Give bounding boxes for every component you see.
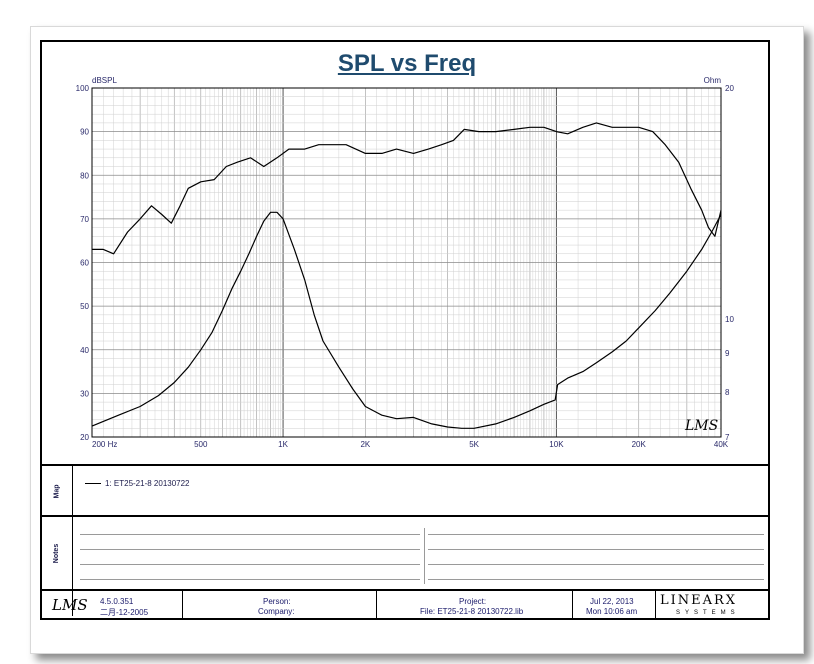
y-tick-label: 100: [76, 84, 90, 93]
y-tick-label: 30: [80, 389, 89, 398]
project-label: Project:: [459, 597, 487, 606]
x-tick-label: 5K: [469, 440, 479, 449]
right-tick-label: 7: [725, 433, 730, 442]
company-label: Company:: [258, 607, 295, 616]
linearx-logo: LINEARX: [660, 593, 738, 608]
side-label-divider: [72, 466, 73, 616]
x-tick-label: 20K: [632, 440, 647, 449]
linearx-sub-logo: SYSTEMS: [676, 610, 740, 616]
footer-divider: [655, 591, 656, 619]
series-line-spl: [92, 122, 722, 255]
notes-line: [80, 579, 420, 580]
x-tick-label: 10K: [549, 440, 564, 449]
right-axis-unit: Ohm: [704, 76, 722, 85]
y-tick-label: 90: [80, 128, 89, 137]
right-tick-label: 8: [725, 388, 730, 397]
right-tick-label: 10: [725, 315, 734, 324]
series-line-impedance: [91, 211, 722, 429]
notes-line: [428, 564, 764, 565]
notes-line: [80, 549, 420, 550]
y-tick-label: 50: [80, 302, 89, 311]
legend-text: 1: ET25-21-8 20130722: [105, 479, 190, 488]
date-text: Jul 22, 2013: [590, 597, 634, 606]
x-tick-label: 40K: [714, 440, 729, 449]
y-tick-label: 20: [80, 433, 89, 442]
series-layer: [91, 122, 722, 429]
lms-watermark: LMS: [684, 418, 718, 434]
y-tick-label: 40: [80, 346, 89, 355]
notes-line: [80, 564, 420, 565]
grid-layer: [91, 87, 722, 438]
x-tick-label: 500: [194, 440, 208, 449]
time-text: Mon 10:06 am: [586, 607, 638, 616]
notes-line: [428, 549, 764, 550]
footer-divider: [572, 591, 573, 619]
notes-line: [428, 534, 764, 535]
left-axis-unit: dBSPL: [92, 76, 117, 85]
notes-top-divider: [42, 515, 769, 517]
footer-divider: [182, 591, 183, 619]
chart-title: SPL vs Freq: [337, 50, 477, 77]
person-label: Person:: [263, 597, 291, 606]
map-top-divider: [42, 464, 769, 466]
version-text: 4.5.0.351: [100, 597, 134, 606]
x-tick-label: 1K: [278, 440, 288, 449]
y-tick-label: 80: [80, 171, 89, 180]
file-name-text: File: ET25-21-8 20130722.lib: [420, 607, 524, 616]
legend-entry: 1: ET25-21-8 20130722: [85, 479, 190, 488]
map-label: Map: [53, 484, 61, 498]
notes-line: [80, 534, 420, 535]
plot-border: [91, 87, 722, 438]
x-tick-label: 200 Hz: [92, 440, 117, 449]
tick-layer: 200 Hz 500 1K 2K 5K 10K 20K 40K 20 30 40 50 60 70 80 90…: [76, 84, 735, 449]
footer-top-divider: [42, 589, 769, 591]
lms-logo: LMS: [52, 596, 88, 614]
build-date-text: 二月-12-2005: [100, 608, 149, 617]
y-tick-label: 60: [80, 259, 89, 268]
notes-column-divider: [424, 528, 425, 584]
legend-swatch: [85, 483, 101, 484]
right-tick-label: 9: [725, 349, 730, 358]
x-tick-label: 2K: [360, 440, 370, 449]
y-tick-label: 70: [80, 215, 89, 224]
notes-label: Notes: [53, 543, 61, 563]
notes-line: [428, 579, 764, 580]
right-tick-label: 20: [725, 84, 734, 93]
footer-divider: [376, 591, 377, 619]
